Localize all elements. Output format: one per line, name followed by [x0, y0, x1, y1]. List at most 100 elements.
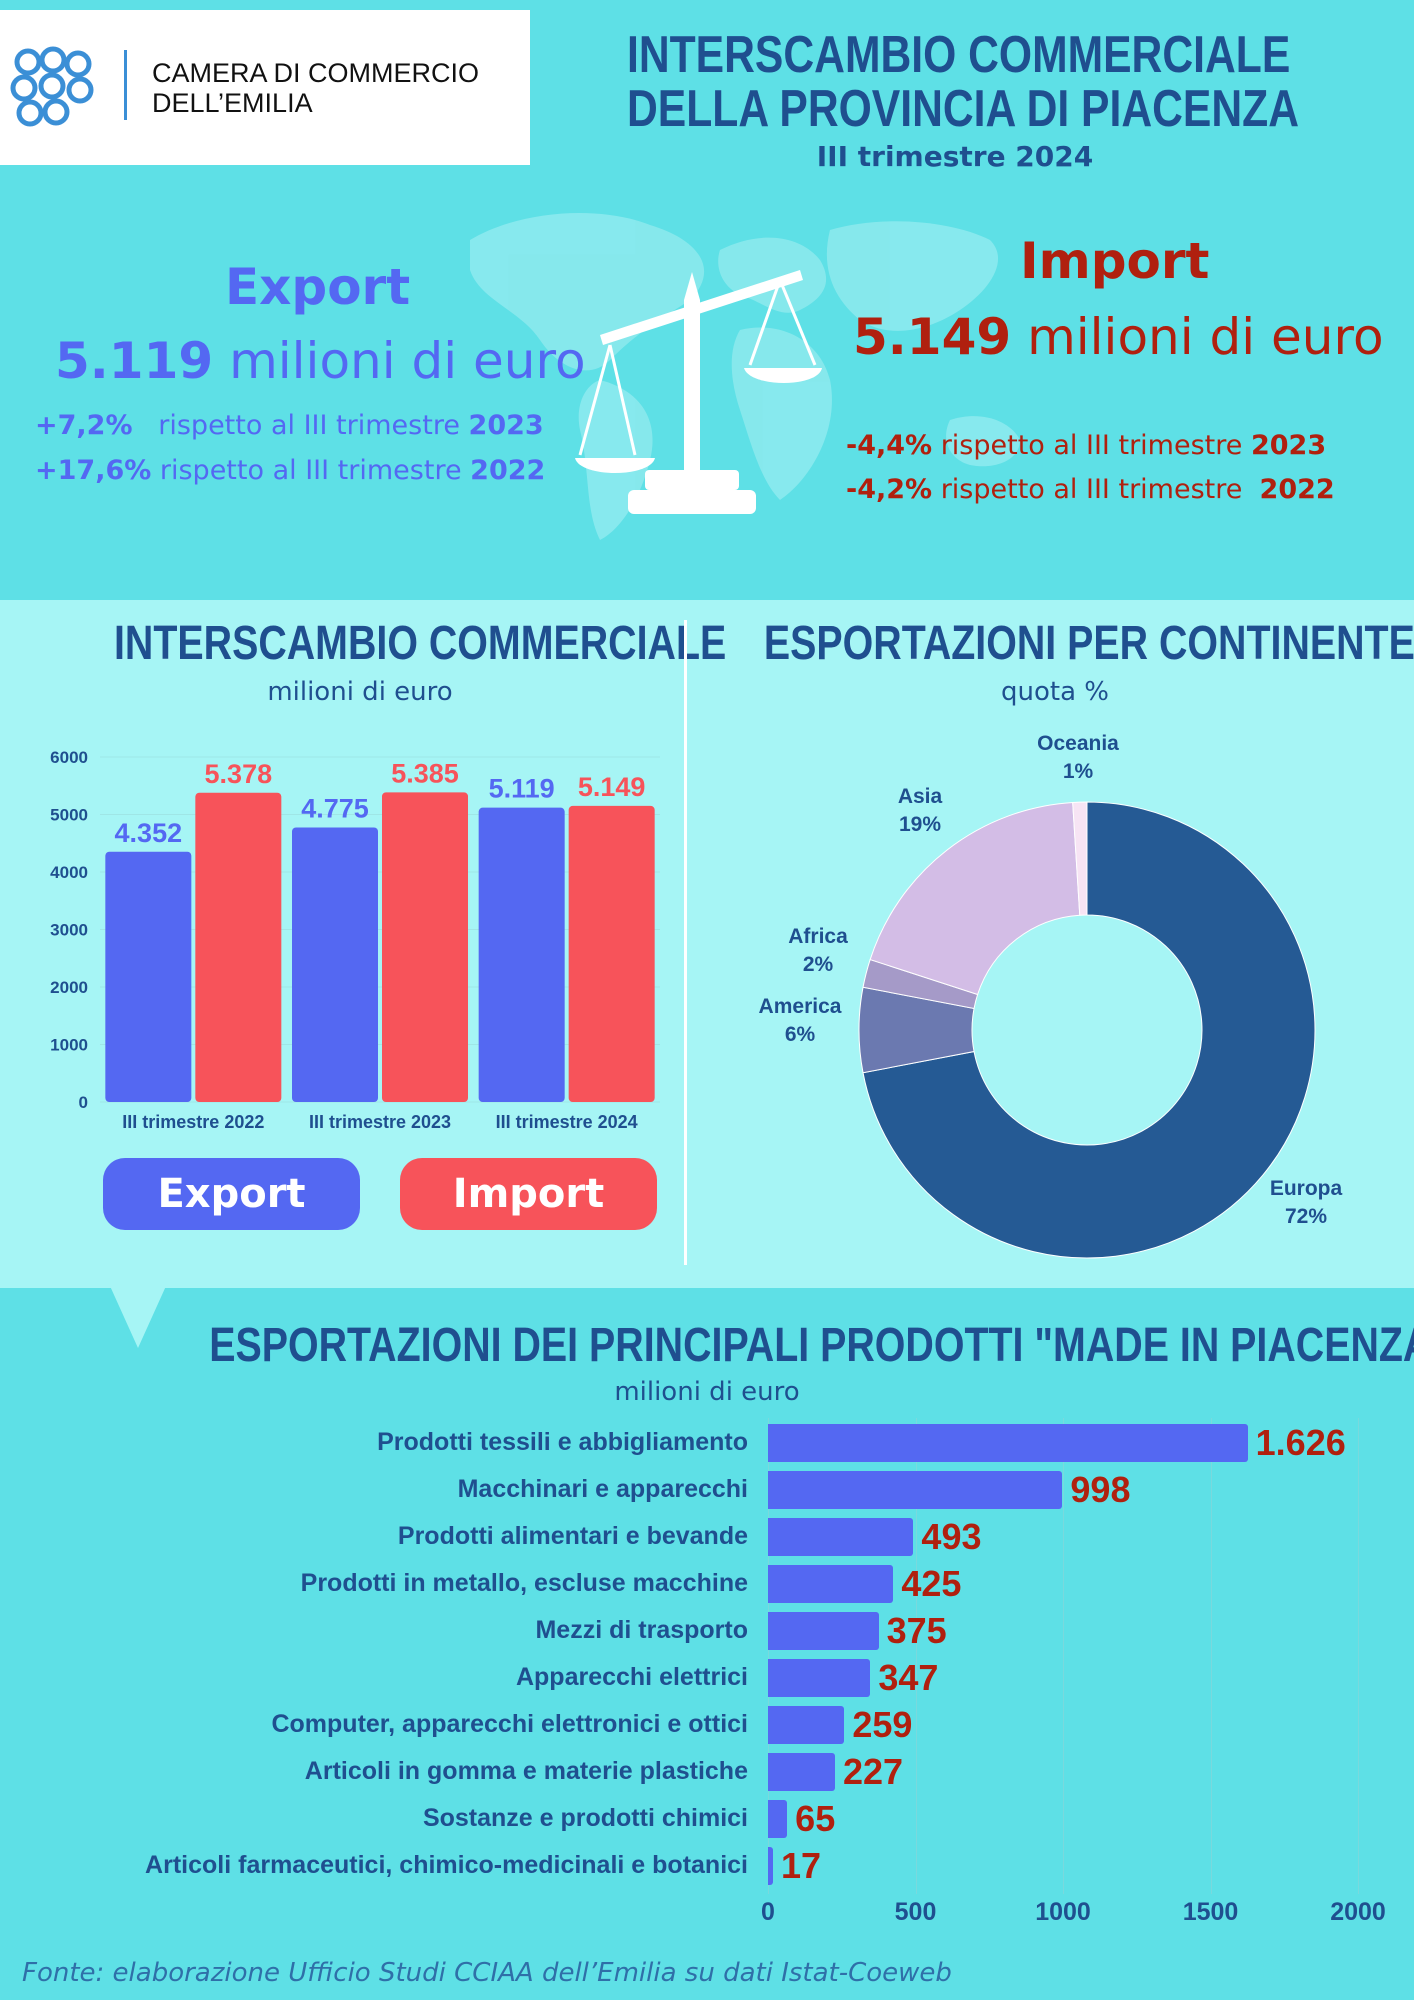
import-kpi-number: 5.149 [853, 308, 1012, 366]
trade-panel-subtitle: milioni di euro [267, 677, 453, 707]
product-value-label: 493 [921, 1516, 982, 1557]
continent-panel-subtitle: quota % [1001, 677, 1109, 707]
products-band [0, 1288, 1414, 2000]
product-bar [768, 1659, 871, 1697]
panel-divider [684, 620, 687, 1265]
product-bar [768, 1612, 879, 1650]
import-kpi-unit: milioni di euro [1027, 308, 1384, 366]
x-gridline [1210, 1418, 1212, 1894]
export-change-2022: +17,6% rispetto al III trimestre 2022 [35, 455, 546, 486]
category-label: Sostanze e prodotti chimici [422, 1804, 748, 1832]
continent-donut-chart: Europa 72% America 6% Africa 2% Asia 19% Oceania… [759, 732, 1343, 1259]
y-tick-label: 3000 [50, 921, 88, 940]
category-label: Computer, apparecchi elettronici e ottic… [271, 1710, 748, 1738]
y-tick-label: 2000 [50, 978, 88, 997]
y-tick-label: 6000 [50, 748, 88, 767]
category-label: Articoli in gomma e materie plastiche [304, 1757, 748, 1785]
product-bar [768, 1847, 773, 1885]
bar-import [568, 805, 655, 1102]
category-label: Mezzi di trasporto [535, 1616, 748, 1644]
export-kpi-value: 5.119 milioni di euro [55, 332, 586, 390]
trade-bar-chart: 0 1000 2000 3000 4000 5000 6000 4.352 5.378 III t… [50, 748, 660, 1132]
bar-value-label: 4.352 [115, 818, 183, 848]
page-title: INTERSCAMBIO COMMERCIALE DELLA PROVINCIA… [555, 28, 1355, 173]
x-tick-label: III trimestre 2022 [122, 1112, 264, 1132]
logo-line2: DELL’EMILIA [152, 88, 313, 118]
y-tick-label: 4000 [50, 863, 88, 882]
x-tick-label: 1000 [1035, 1898, 1091, 1926]
export-kpi-number: 5.119 [55, 332, 214, 390]
x-gridline [1063, 1418, 1064, 1894]
logo-box: CAMERA DI COMMERCIO DELL’EMILIA [0, 10, 530, 165]
product-value-label: 998 [1070, 1469, 1131, 1510]
products-bar-chart: 0 500 1000 1500 2000 Prodotti tessili e abbig… [0, 1410, 1414, 1930]
import-change-2023: -4,4% rispetto al III trimestre 2023 [846, 430, 1327, 461]
slice-name-label: Africa [788, 925, 848, 948]
x-gridline [915, 1418, 917, 1894]
logo-divider [124, 50, 127, 120]
bar-value-label: 4.775 [301, 793, 369, 823]
x-tick-label: 1500 [1182, 1898, 1239, 1926]
products-panel-subtitle: milioni di euro [614, 1377, 800, 1407]
export-kpi-label: Export [225, 258, 411, 316]
x-tick-label: 0 [761, 1898, 775, 1926]
product-value-label: 375 [886, 1610, 947, 1651]
x-tick-label: III trimestre 2024 [496, 1112, 638, 1132]
page-title-line1: INTERSCAMBIO COMMERCIALE [627, 26, 1291, 84]
product-value-label: 425 [901, 1563, 962, 1604]
export-kpi-unit: milioni di euro [229, 332, 586, 390]
chamber-logo-icon [10, 46, 94, 127]
logo-line1: CAMERA DI COMMERCIO [152, 58, 480, 88]
product-value-label: 1.626 [1255, 1422, 1346, 1463]
export-change-2023: +7,2% rispetto al III trimestre 2023 [35, 410, 544, 441]
continent-panel-title: ESPORTAZIONI PER CONTINENTE [763, 617, 1414, 670]
slice-name-label: Europa [1270, 1177, 1343, 1200]
slice-name-label: Asia [898, 785, 943, 808]
import-change-2022: -4,2% rispetto al III trimestre 2022 [846, 474, 1335, 505]
bar-value-label: 5.149 [578, 772, 646, 802]
product-bar [768, 1471, 1063, 1509]
bubble-notch [110, 1286, 166, 1348]
product-bar [768, 1753, 835, 1791]
bar-value-label: 5.119 [489, 774, 555, 804]
logo-text: CAMERA DI COMMERCIO DELL’EMILIA [152, 58, 479, 118]
slice-value-label: 19% [899, 813, 941, 836]
bar-export [478, 807, 565, 1102]
slice-value-label: 2% [803, 953, 834, 976]
scale-icon [575, 270, 822, 514]
bar-export [105, 851, 192, 1102]
x-gridline [1358, 1418, 1359, 1894]
x-tick-label: 2000 [1330, 1898, 1386, 1926]
product-value-label: 347 [878, 1657, 939, 1698]
legend-export: Export [103, 1158, 360, 1230]
product-bar [768, 1518, 914, 1556]
products-panel-title: ESPORTAZIONI DEI PRINCIPALI PRODOTTI "MA… [209, 1319, 1414, 1372]
import-kpi-value: 5.149 milioni di euro [853, 308, 1384, 366]
continent-panel-header: ESPORTAZIONI PER CONTINENTE quota % [700, 616, 1414, 707]
slice-name-label: America [759, 995, 842, 1018]
slice-value-label: 72% [1285, 1205, 1327, 1228]
page-title-line2: DELLA PROVINCIA DI PIACENZA [627, 80, 1300, 138]
products-panel-header: ESPORTAZIONI DEI PRINCIPALI PRODOTTI "MA… [100, 1318, 1414, 1407]
slice-value-label: 6% [785, 1023, 816, 1046]
world-map-decoration [470, 213, 1020, 540]
bar-import [195, 792, 282, 1102]
trade-panel-title: INTERSCAMBIO COMMERCIALE [114, 617, 727, 670]
category-label: Prodotti tessili e abbigliamento [377, 1428, 748, 1456]
slice-oceania [1072, 801, 1088, 916]
bar-value-label: 5.378 [205, 759, 273, 789]
legend-import: Import [400, 1158, 657, 1230]
slice-value-label: 1% [1063, 760, 1094, 783]
bar-value-label: 5.385 [391, 758, 459, 788]
slice-name-label: Oceania [1037, 732, 1119, 755]
category-label: Macchinari e apparecchi [457, 1475, 748, 1503]
slice-asia [869, 801, 1081, 996]
slice-europa [862, 801, 1316, 1259]
category-label: Articoli farmaceutici, chimico-medicinal… [145, 1851, 748, 1879]
product-value-label: 259 [852, 1704, 913, 1745]
y-tick-label: 5000 [50, 806, 88, 825]
bar-import [382, 792, 468, 1102]
period-label: III trimestre 2024 [816, 140, 1094, 173]
product-value-label: 227 [842, 1751, 904, 1792]
category-label: Prodotti alimentari e bevande [397, 1522, 748, 1550]
